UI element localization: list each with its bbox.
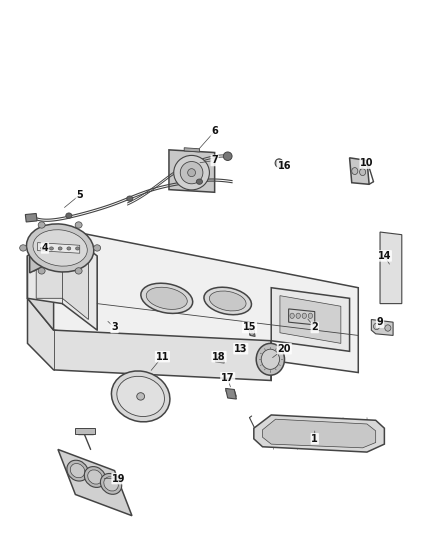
Text: 15: 15 [243,322,256,333]
Polygon shape [184,148,199,152]
Text: 7: 7 [211,156,218,165]
Polygon shape [350,158,369,184]
Ellipse shape [49,247,53,250]
Polygon shape [226,389,237,399]
Text: 18: 18 [212,352,226,361]
Polygon shape [271,288,350,351]
Text: 4: 4 [42,243,48,253]
Ellipse shape [111,371,170,422]
Ellipse shape [223,152,232,160]
Ellipse shape [146,287,187,309]
Text: 14: 14 [378,251,391,261]
Ellipse shape [20,245,27,251]
Ellipse shape [100,473,122,494]
Ellipse shape [137,393,145,400]
Ellipse shape [104,477,118,491]
Ellipse shape [58,247,62,250]
Ellipse shape [187,168,195,176]
Ellipse shape [84,466,106,487]
Ellipse shape [352,167,358,174]
Ellipse shape [196,179,202,184]
Polygon shape [28,298,271,381]
Ellipse shape [296,313,300,318]
Ellipse shape [360,168,366,175]
Ellipse shape [261,349,279,369]
Polygon shape [28,256,53,330]
Ellipse shape [141,283,193,313]
Text: 1: 1 [311,434,318,444]
Text: 2: 2 [311,322,318,333]
Ellipse shape [250,329,254,335]
Text: 17: 17 [221,373,234,383]
Text: 16: 16 [278,161,291,171]
Ellipse shape [290,313,294,318]
Polygon shape [25,214,37,222]
Ellipse shape [374,323,380,329]
Text: 6: 6 [211,126,218,136]
Polygon shape [249,327,255,336]
Ellipse shape [33,230,87,266]
Ellipse shape [308,313,313,318]
Polygon shape [262,419,376,448]
Ellipse shape [38,222,45,228]
Ellipse shape [127,196,133,201]
Text: 9: 9 [377,317,383,327]
Polygon shape [30,229,64,273]
Text: 10: 10 [360,158,374,168]
Polygon shape [58,449,132,516]
Polygon shape [254,415,385,452]
Ellipse shape [71,464,85,478]
Polygon shape [75,428,95,433]
Ellipse shape [88,470,102,484]
Polygon shape [28,229,358,373]
Polygon shape [289,309,315,325]
Ellipse shape [38,268,45,274]
Text: 11: 11 [155,352,169,361]
Polygon shape [169,150,215,192]
Ellipse shape [66,213,72,218]
Ellipse shape [174,156,209,190]
Polygon shape [380,232,402,304]
Text: 3: 3 [111,322,118,333]
Ellipse shape [209,291,246,311]
Ellipse shape [256,343,285,375]
Polygon shape [239,345,244,352]
Text: 19: 19 [112,474,126,483]
Ellipse shape [75,222,82,228]
Ellipse shape [302,313,307,318]
Ellipse shape [41,247,45,250]
Polygon shape [38,243,80,253]
Ellipse shape [67,247,71,250]
Ellipse shape [76,247,80,250]
Ellipse shape [27,224,94,272]
Polygon shape [371,319,393,335]
Ellipse shape [204,287,251,314]
Ellipse shape [180,161,203,184]
Polygon shape [36,237,88,319]
Ellipse shape [67,460,88,481]
Text: 5: 5 [76,190,83,200]
Ellipse shape [94,245,101,251]
Ellipse shape [385,325,391,331]
Text: 13: 13 [234,344,247,354]
Ellipse shape [275,159,283,167]
Ellipse shape [117,376,165,416]
Polygon shape [28,229,97,330]
Text: 20: 20 [278,344,291,354]
Ellipse shape [75,268,82,274]
Polygon shape [280,296,341,343]
Polygon shape [215,354,224,363]
